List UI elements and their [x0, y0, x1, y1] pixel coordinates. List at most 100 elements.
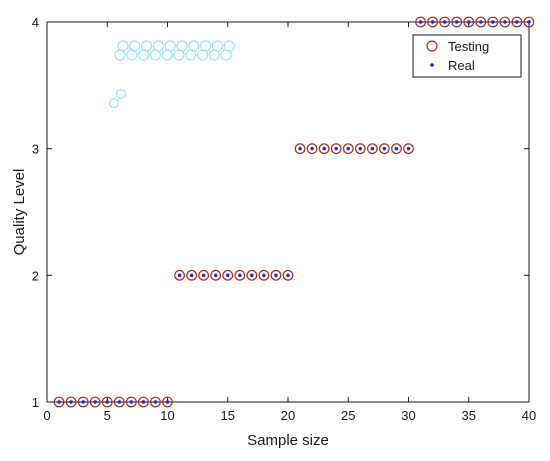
legend-label-real: Real [448, 58, 475, 73]
testing-point [294, 143, 306, 155]
real-point [177, 273, 182, 278]
x-tick-label: 15 [221, 408, 235, 423]
testing-point [77, 396, 89, 408]
testing-point [282, 269, 294, 281]
testing-point [487, 16, 499, 28]
real-point [467, 20, 471, 24]
testing-point [391, 143, 402, 155]
artifact-ring [196, 49, 209, 61]
testing-point [186, 269, 198, 281]
testing-point [354, 143, 366, 155]
x-tick-label: 30 [401, 408, 415, 423]
real-point [358, 146, 362, 151]
artifact-ring [115, 88, 127, 100]
x-axis-title: Sample size [247, 432, 329, 449]
testing-point [53, 396, 65, 408]
real-point [346, 146, 350, 151]
artifact-ring [161, 49, 173, 61]
real-point [226, 273, 230, 278]
real-point [57, 400, 61, 404]
testing-point [65, 396, 77, 408]
testing-point [475, 16, 487, 28]
testing-point [511, 16, 523, 28]
testing-point [415, 16, 426, 28]
testing-point [270, 269, 282, 281]
testing-point [258, 269, 270, 281]
y-tick-label: 2 [32, 268, 39, 283]
testing-point [439, 16, 451, 28]
y-tick-label: 4 [32, 15, 39, 30]
x-tick-label: 35 [462, 408, 476, 423]
testing-point [234, 269, 246, 281]
legend-label-testing: Testing [448, 39, 489, 54]
x-tick-label: 20 [281, 408, 295, 423]
testing-point [403, 143, 414, 155]
testing-point [198, 269, 210, 281]
real-point [214, 273, 218, 278]
real-point [455, 20, 459, 24]
artifact-ring [185, 49, 197, 61]
testing-point [210, 269, 222, 281]
artifact-ring [208, 49, 221, 61]
legend-marker-real-icon [430, 63, 434, 67]
y-tick-label: 3 [32, 142, 39, 157]
real-point [322, 146, 326, 151]
real-point [165, 400, 170, 404]
testing-point [89, 396, 101, 408]
real-point [479, 20, 483, 24]
artifact-ring [173, 49, 185, 61]
real-point [129, 400, 134, 404]
testing-point [523, 16, 535, 28]
legend-box [412, 34, 522, 78]
legend-marker-testing-icon [426, 40, 438, 52]
real-point [201, 273, 206, 278]
real-point [250, 273, 254, 278]
real-point [491, 20, 495, 24]
testing-point [451, 16, 463, 28]
real-point [334, 146, 338, 151]
x-tick-label: 25 [341, 408, 355, 423]
data-points [53, 16, 535, 408]
real-point [274, 273, 278, 278]
real-point [153, 400, 158, 404]
real-point [298, 146, 302, 151]
real-point [69, 400, 73, 404]
real-point [370, 146, 375, 151]
axis-ticks: 0 5 10 15 20 25 30 35 40 1 2 3 4 [32, 15, 536, 423]
testing-point [101, 396, 113, 408]
real-point [286, 273, 290, 278]
real-point [515, 20, 519, 24]
x-tick-label: 5 [104, 408, 111, 423]
real-point [418, 20, 423, 24]
testing-point [427, 16, 439, 28]
real-point [93, 400, 97, 404]
testing-point [162, 396, 173, 408]
x-tick-label: 0 [43, 408, 50, 423]
real-point [527, 20, 531, 24]
real-point [105, 400, 109, 404]
testing-point [499, 16, 511, 28]
real-point [81, 400, 85, 404]
real-point [117, 400, 122, 404]
y-tick-label: 1 [32, 395, 39, 410]
real-point [141, 400, 146, 404]
testing-point [379, 143, 390, 155]
testing-point [463, 16, 475, 28]
x-tick-label: 40 [522, 408, 536, 423]
testing-point [342, 143, 354, 155]
testing-point [137, 396, 149, 408]
x-tick-label: 10 [160, 408, 174, 423]
legend: Testing Real [412, 34, 522, 78]
plot-area [46, 21, 530, 403]
real-point [310, 146, 314, 151]
artifact-ring [137, 49, 150, 61]
testing-point [222, 269, 234, 281]
artifact-ring [126, 49, 138, 61]
testing-point [113, 396, 125, 408]
real-point [394, 146, 399, 151]
background-artifacts [108, 40, 235, 109]
real-point [430, 20, 435, 24]
real-point [382, 146, 387, 151]
real-point [503, 20, 507, 24]
